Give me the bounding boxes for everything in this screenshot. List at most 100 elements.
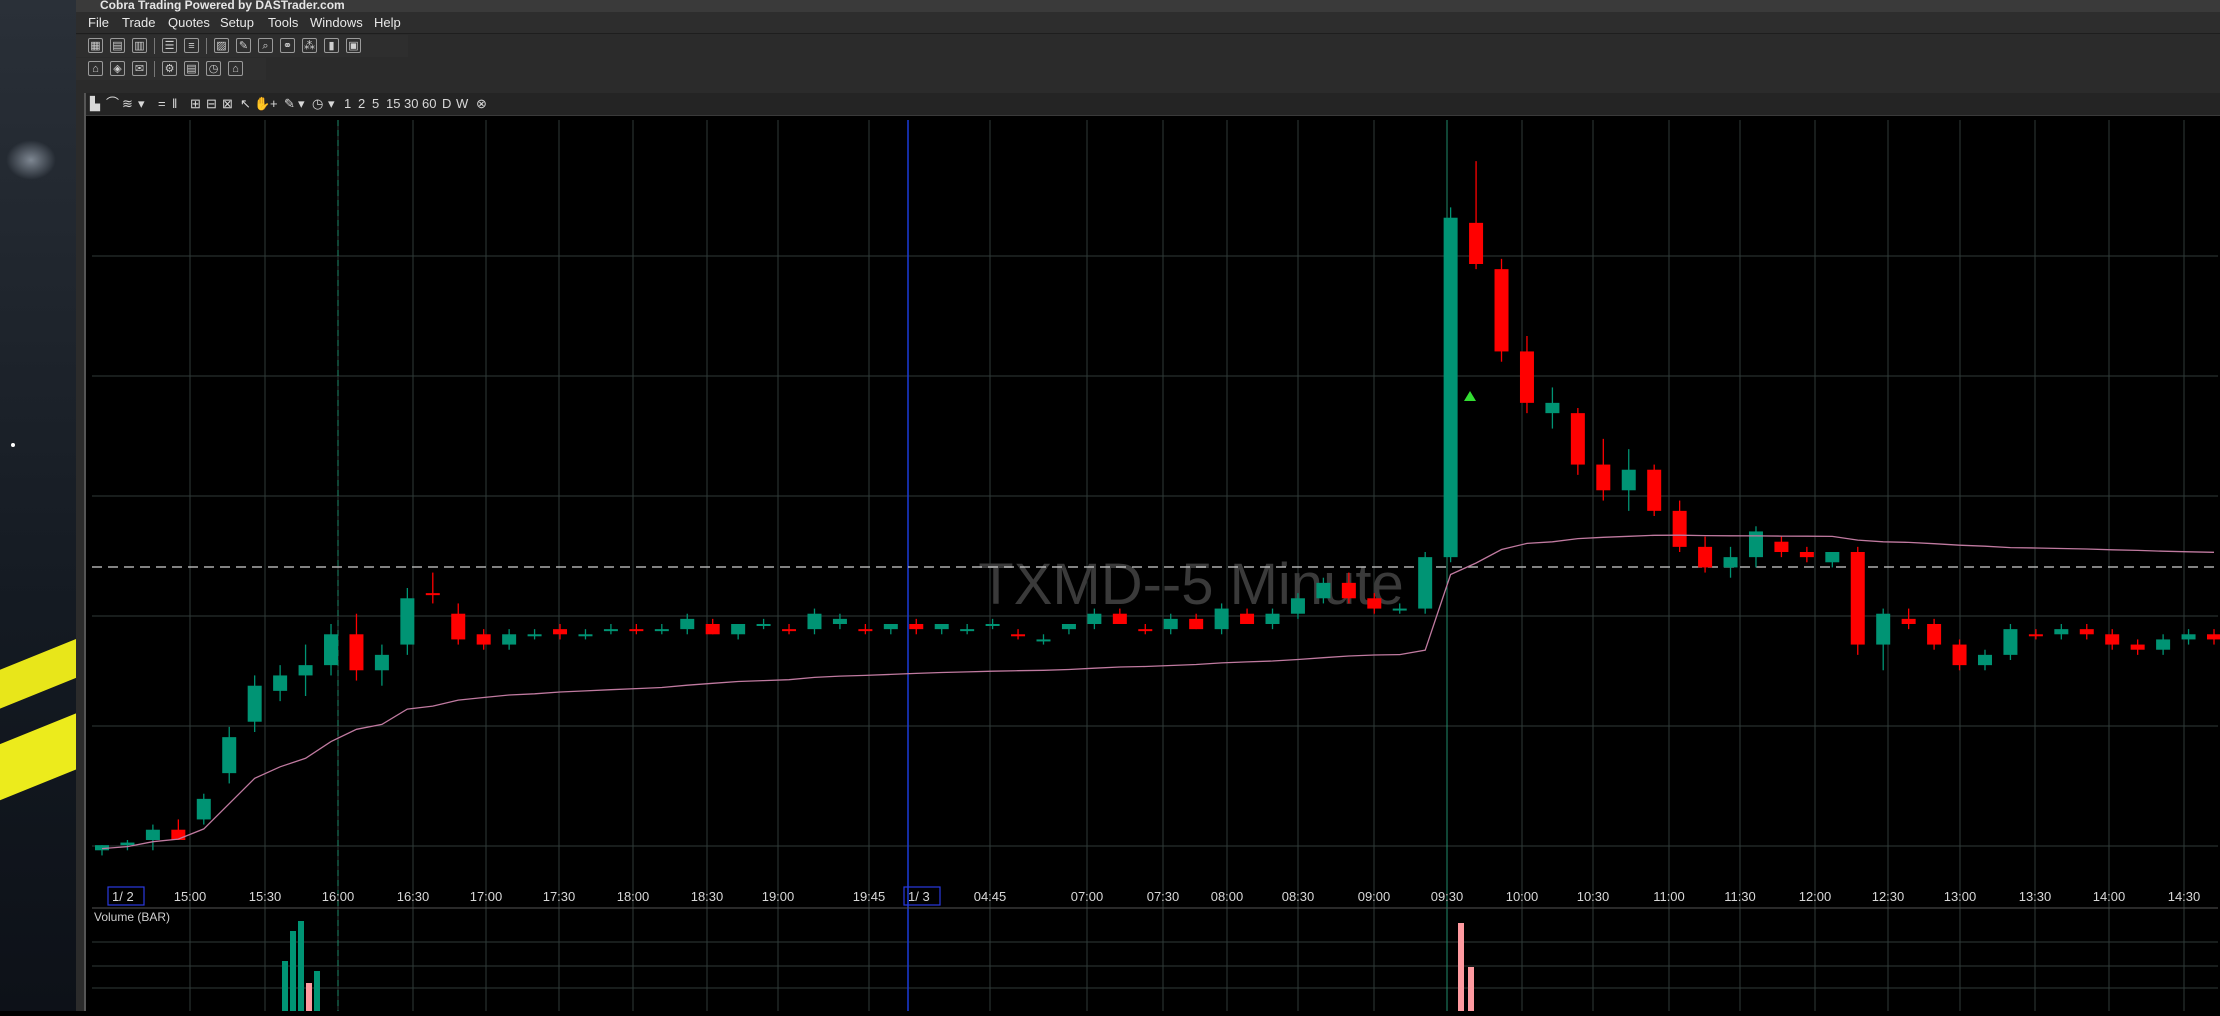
zoom-out-icon[interactable]: ⊠ — [222, 96, 233, 111]
zoom-icon[interactable]: ⌕ — [258, 38, 273, 53]
link-icon[interactable]: ⚭ — [280, 38, 295, 53]
candle-body — [680, 618, 695, 630]
candle-body — [2181, 634, 2196, 640]
window-icon[interactable]: ▣ — [346, 38, 361, 53]
candle-body — [731, 624, 746, 635]
zoom-in-icon[interactable]: ⊟ — [206, 96, 217, 111]
title-bar[interactable]: Cobra Trading Powered by DASTrader.com — [76, 0, 2220, 12]
gear-icon[interactable]: ⚙ — [162, 61, 177, 76]
dropdown-arrow-icon[interactable]: ▾ — [298, 96, 305, 111]
candle-body — [1138, 629, 1153, 632]
dropdown-arrow-icon[interactable]: ▾ — [328, 96, 335, 111]
close-chart-icon[interactable]: ⊗ — [476, 96, 487, 111]
zoom-fit-icon[interactable]: ⊞ — [190, 96, 201, 111]
candle-body — [400, 598, 415, 645]
menu-help[interactable]: Help — [374, 15, 401, 30]
x-axis-tick-label: 12:00 — [1799, 889, 1832, 904]
candle-body — [1265, 613, 1280, 624]
x-axis-tick-label: 18:00 — [617, 889, 650, 904]
timeframe-daily[interactable]: D — [442, 96, 452, 111]
candle-body — [1570, 413, 1585, 465]
x-axis-tick-label: 09:00 — [1358, 889, 1391, 904]
timeframe-weekly[interactable]: W — [456, 96, 469, 111]
timeframe-15[interactable]: 15 — [386, 96, 401, 111]
x-axis-tick-label: 10:30 — [1577, 889, 1610, 904]
montage-icon[interactable]: ▥ — [132, 38, 147, 53]
x-axis-tick-label: 17:30 — [543, 889, 576, 904]
candle-body — [425, 593, 440, 596]
candle-body — [1494, 269, 1509, 352]
volume-bar — [314, 971, 320, 1011]
timeframe-5[interactable]: 5 — [372, 96, 380, 111]
pen-icon[interactable]: ✎ — [236, 38, 251, 53]
menu-quotes[interactable]: Quotes — [168, 15, 210, 30]
candle-body — [145, 829, 160, 840]
time-icon[interactable]: ◷ — [312, 96, 324, 111]
candle-body — [324, 634, 339, 666]
x-axis-tick-label: 13:30 — [2019, 889, 2052, 904]
candle-body — [1112, 613, 1127, 624]
candle-body — [1189, 618, 1204, 630]
price-chart[interactable]: TXMD--5 Minute 15:00 15:30 16:00 16:30 17:00 1… — [86, 116, 2220, 1011]
alert-icon[interactable]: ◈ — [110, 61, 125, 76]
menu-trade[interactable]: Trade — [122, 15, 156, 30]
study-icon[interactable]: ≋ — [122, 96, 133, 111]
candle-body — [578, 634, 593, 637]
candle-body — [1621, 469, 1636, 491]
x-axis-tick-label: 14:30 — [2168, 889, 2201, 904]
scanner-icon[interactable]: ⁂ — [302, 38, 317, 53]
dropdown-arrow-icon[interactable]: ▾ — [138, 96, 145, 111]
date-marker-box — [903, 886, 941, 906]
volume-bar — [282, 961, 288, 1011]
timeframe-1[interactable]: 1 — [344, 96, 352, 111]
candle-body — [1901, 618, 1916, 624]
cursor-icon[interactable]: ↖ — [240, 96, 251, 111]
basket-icon[interactable]: ⌂ — [88, 61, 103, 76]
candle-body — [273, 675, 288, 691]
menu-file[interactable]: File — [88, 15, 109, 30]
table-icon[interactable]: ▤ — [184, 61, 199, 76]
toolbar-separator — [154, 38, 155, 54]
bars-icon[interactable]: ‖ — [172, 96, 178, 111]
timeframe-2[interactable]: 2 — [358, 96, 366, 111]
menu-windows[interactable]: Windows — [310, 15, 363, 30]
menu-tools[interactable]: Tools — [268, 15, 299, 30]
clock-icon[interactable]: ◷ — [206, 61, 221, 76]
candle-body — [1087, 613, 1102, 624]
x-axis-tick-label: 17:00 — [470, 889, 503, 904]
mail-icon[interactable]: ✉ — [132, 61, 147, 76]
candle-body — [858, 629, 873, 632]
main-toolbar-1: ▦ ▤ ▥ ☰ ≡ ▨ ✎ ⌕ ⚭ ⁂ ▮ ▣ — [76, 35, 408, 57]
settings-list-icon[interactable]: ≡ — [184, 38, 199, 53]
candle-body — [2156, 639, 2171, 650]
home-icon[interactable]: ⌂ — [228, 61, 243, 76]
timeframe-60[interactable]: 60 — [422, 96, 437, 111]
wallpaper-dot — [11, 443, 15, 447]
chart-style-icon[interactable]: ▙ — [90, 96, 100, 111]
candle-body — [451, 613, 466, 640]
candle-body — [527, 634, 542, 637]
candle-body — [553, 629, 568, 635]
crosshair-icon[interactable]: + — [270, 96, 278, 111]
quote-icon[interactable]: ▤ — [110, 38, 125, 53]
lines-icon[interactable]: = — [158, 96, 166, 111]
bar-chart-icon[interactable]: ▮ — [324, 38, 339, 53]
chart-icon[interactable]: ▨ — [214, 38, 229, 53]
indicator-icon[interactable]: ⌒ — [106, 96, 120, 111]
draw-pen-icon[interactable]: ✎ — [284, 96, 295, 111]
volume-bar — [1458, 923, 1464, 1011]
candle-body — [1519, 351, 1534, 403]
timeframe-30[interactable]: 30 — [404, 96, 419, 111]
list-icon[interactable]: ☰ — [162, 38, 177, 53]
calendar-icon[interactable]: ▦ — [88, 38, 103, 53]
candle-body — [705, 624, 720, 635]
candle-body — [1927, 624, 1942, 645]
x-axis-tick-label: 15:00 — [174, 889, 207, 904]
chart-area[interactable]: TXMD--5 Minute 15:00 15:30 16:00 16:30 17:00 1… — [86, 116, 2220, 1016]
candle-body — [909, 624, 924, 630]
x-axis-tick-label: 09:30 — [1431, 889, 1464, 904]
hand-icon[interactable]: ✋ — [254, 96, 271, 111]
candle-body — [756, 624, 771, 626]
menu-setup[interactable]: Setup — [220, 15, 254, 30]
candle-body — [985, 624, 1000, 626]
